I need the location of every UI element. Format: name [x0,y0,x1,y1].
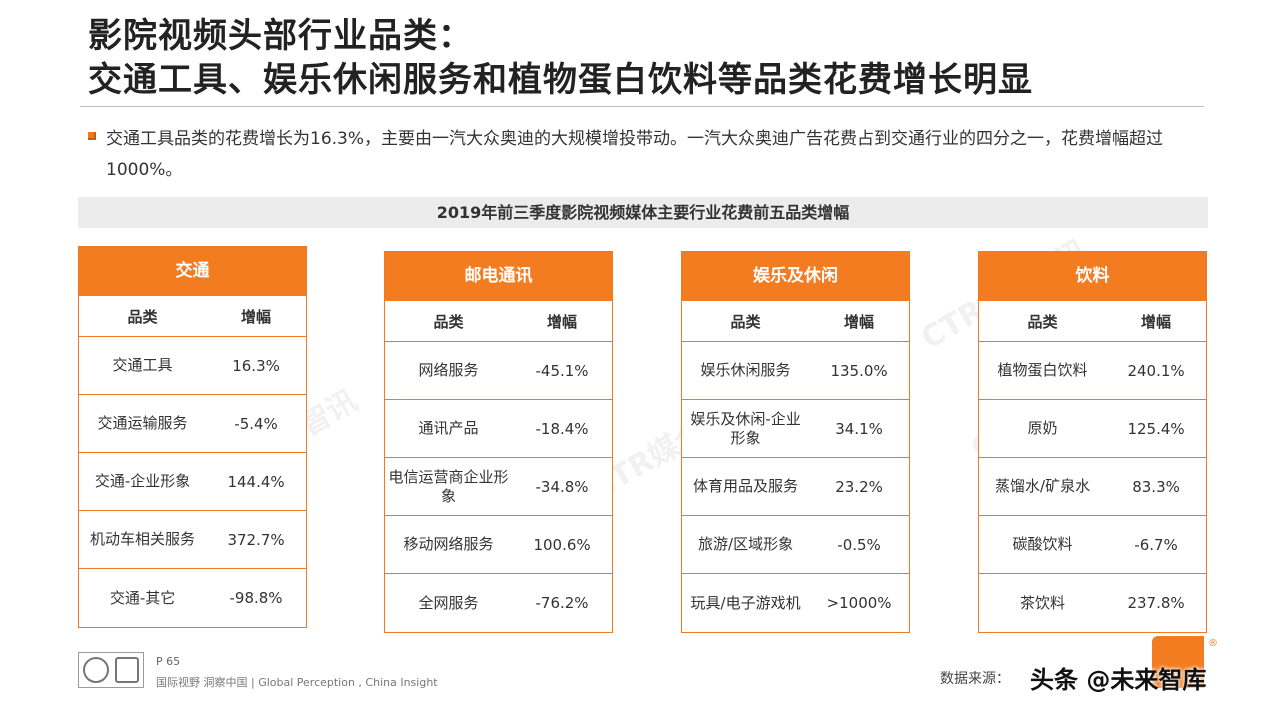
growth-cell: 83.3% [1132,477,1180,496]
table-row: 移动网络服务 100.6% [385,516,612,574]
category-cell: 茶饮料 [1020,593,1066,612]
table-row: 网络服务 -45.1% [385,342,612,400]
certification-logo-icon [78,652,144,688]
growth-cell: -6.7% [1134,535,1178,554]
column-header-category: 品类 [433,312,464,331]
table-row: 全网服务 -76.2% [385,574,612,632]
growth-cell: -98.8% [229,589,283,607]
column-header-growth: 增幅 [844,312,875,331]
table-header-title: 邮电通讯 [385,252,612,301]
category-cell: 碳酸饮料 [1012,535,1073,553]
table-row: 交通工具 16.3% [79,337,306,395]
table-row: 茶饮料 237.8% [979,574,1206,632]
category-table-transport: 交通 品类 增幅 交通工具 16.3% 交通运输服务 -5.4% 交通-企业形象 14… [78,246,307,628]
table-row: 碳酸饮料 -6.7% [979,516,1206,574]
category-cell: 交通运输服务 [97,414,188,432]
growth-cell: 144.4% [227,472,285,491]
page-number: P 65 [156,655,181,668]
category-table-entertainment: 娱乐及休闲 品类 增幅 娱乐休闲服务 135.0% 娱乐及休闲-企业形象 34.1%… [681,251,910,633]
title-line-1: 影院视频头部行业品类： [88,16,473,56]
table-row: 蒸馏水/矿泉水 83.3% [979,458,1206,516]
title-divider [80,106,1204,107]
category-cell: 电信运营商企业形象 [388,467,509,505]
column-header-category: 品类 [127,307,158,326]
category-cell: 移动网络服务 [403,535,494,553]
category-cell: 蒸馏水/矿泉水 [995,477,1091,495]
slide-title: 影院视频头部行业品类： 交通工具、娱乐休闲服务和植物蛋白饮料等品类花费增长明显 [88,14,1208,102]
growth-cell: -34.8% [535,477,589,496]
growth-cell: 237.8% [1127,594,1185,612]
category-cell: 交通-企业形象 [94,472,191,490]
growth-cell: -45.1% [535,361,589,380]
table-row: 原奶 125.4% [979,400,1206,458]
footer-slogan: 国际视野 洞察中国 | Global Perception , China In… [156,676,438,689]
column-headers: 品类 增幅 [385,301,612,342]
category-cell: 交通-其它 [109,588,176,607]
category-table-beverage: 饮料 品类 增幅 植物蛋白饮料 240.1% 原奶 125.4% 蒸馏水/矿泉水 83… [978,251,1207,633]
category-cell: 原奶 [1027,419,1058,437]
growth-cell: 240.1% [1127,361,1185,380]
column-header-category: 品类 [1027,312,1058,331]
table-row: 通讯产品 -18.4% [385,400,612,458]
category-cell: 机动车相关服务 [90,530,196,548]
table-row: 体育用品及服务 23.2% [682,458,909,516]
category-cell: 体育用品及服务 [693,477,799,495]
category-cell: 娱乐及休闲-企业形象 [690,409,801,447]
category-table-telecom: 邮电通讯 品类 增幅 网络服务 -45.1% 通讯产品 -18.4% 电信运营商企业… [384,251,613,633]
table-row: 交通-企业形象 144.4% [79,453,306,511]
column-header-growth: 增幅 [1141,312,1172,331]
category-cell: 通讯产品 [418,419,479,437]
category-cell: 植物蛋白饮料 [997,361,1088,379]
publisher-stamp: 头条 @未来智库 [1030,666,1207,694]
column-headers: 品类 增幅 [979,301,1206,342]
growth-cell: 135.0% [830,361,888,380]
summary-bullet: 交通工具品类的花费增长为16.3%，主要由一汽大众奥迪的大规模增投带动。一汽大众… [88,124,1198,186]
cert-seal-icon [83,657,109,683]
growth-cell: -5.4% [234,414,278,433]
growth-cell: 34.1% [835,419,883,438]
chart-subtitle: 2019年前三季度影院视频媒体主要行业花费前五品类增幅 [78,197,1208,228]
growth-cell: 125.4% [1127,419,1185,438]
growth-cell: -0.5% [837,535,881,554]
title-line-2: 交通工具、娱乐休闲服务和植物蛋白饮料等品类花费增长明显 [88,60,1033,100]
table-row: 机动车相关服务 372.7% [79,511,306,569]
column-headers: 品类 增幅 [682,301,909,342]
category-cell: 娱乐休闲服务 [700,361,791,379]
table-row: 交通运输服务 -5.4% [79,395,306,453]
data-source: 数据来源： [940,671,1010,687]
category-cell: 网络服务 [418,361,479,379]
category-cell: 交通工具 [112,356,173,374]
column-headers: 品类 增幅 [79,296,306,337]
category-cell: 全网服务 [418,593,479,612]
column-header-growth: 增幅 [547,312,578,331]
summary-text: 交通工具品类的花费增长为16.3%，主要由一汽大众奥迪的大规模增投带动。一汽大众… [106,129,1164,180]
growth-cell: >1000% [826,594,892,612]
cert-badge-icon [115,657,139,683]
table-row: 旅游/区域形象 -0.5% [682,516,909,574]
column-header-category: 品类 [730,312,761,331]
table-header-title: 娱乐及休闲 [682,252,909,301]
table-row: 玩具/电子游戏机 >1000% [682,574,909,632]
category-cell: 玩具/电子游戏机 [690,593,801,612]
table-header-title: 交通 [79,247,306,296]
column-header-growth: 增幅 [241,307,272,326]
category-cell: 旅游/区域形象 [698,535,794,553]
growth-cell: 16.3% [232,356,280,375]
growth-cell: -76.2% [535,594,589,612]
table-row: 电信运营商企业形象 -34.8% [385,458,612,516]
brand-corner-icon [1152,636,1204,688]
growth-cell: 23.2% [835,477,883,496]
registered-mark: ® [1208,638,1218,649]
table-row: 植物蛋白饮料 240.1% [979,342,1206,400]
growth-cell: 372.7% [227,530,285,549]
bullet-square-icon [88,132,96,140]
table-header-title: 饮料 [979,252,1206,301]
table-row: 娱乐休闲服务 135.0% [682,342,909,400]
growth-cell: 100.6% [533,535,591,554]
growth-cell: -18.4% [535,419,589,438]
table-row: 娱乐及休闲-企业形象 34.1% [682,400,909,458]
table-row: 交通-其它 -98.8% [79,569,306,627]
